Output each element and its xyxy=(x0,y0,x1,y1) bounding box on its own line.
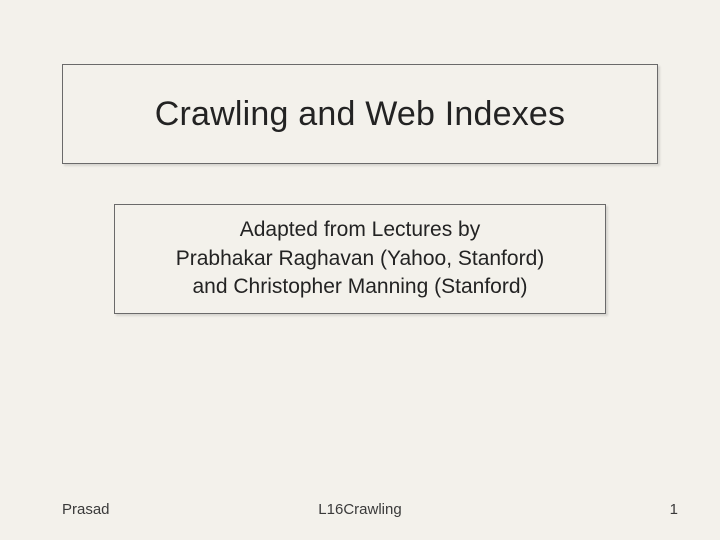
subtitle-box: Adapted from Lectures by Prabhakar Ragha… xyxy=(114,204,606,314)
subtitle-line-3: and Christopher Manning (Stanford) xyxy=(192,275,527,298)
subtitle-line-2: Prabhakar Raghavan (Yahoo, Stanford) xyxy=(176,247,545,270)
subtitle-line-1: Adapted from Lectures by xyxy=(240,218,480,241)
slide-subtitle: Adapted from Lectures by Prabhakar Ragha… xyxy=(176,216,545,301)
slide-title: Crawling and Web Indexes xyxy=(155,95,566,134)
title-box: Crawling and Web Indexes xyxy=(62,64,658,164)
slide-footer: Prasad L16Crawling 1 xyxy=(0,494,720,518)
footer-lecture-id: L16Crawling xyxy=(0,501,720,518)
footer-page-number: 1 xyxy=(670,501,678,518)
